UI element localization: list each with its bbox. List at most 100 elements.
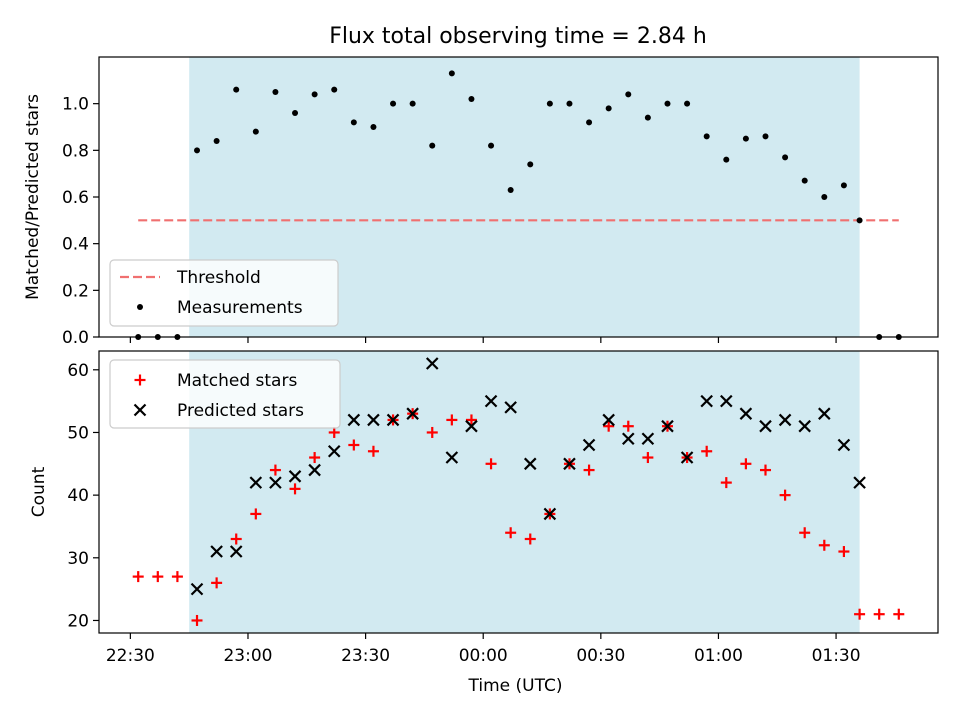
predicted-star-point bbox=[818, 407, 831, 420]
top-y-axis-label: Matched/Predicted stars bbox=[23, 94, 43, 300]
x-marker-b bbox=[308, 463, 321, 477]
measurement-point bbox=[331, 86, 338, 93]
x-marker-b bbox=[327, 444, 341, 458]
y-tick-label: 0.4 bbox=[62, 235, 89, 255]
matched-star-point bbox=[720, 477, 732, 489]
x-marker-b bbox=[798, 419, 811, 433]
x-tick-label: 00:30 bbox=[576, 646, 625, 666]
matched-star-point bbox=[873, 608, 885, 620]
predicted-star-point bbox=[621, 432, 635, 446]
predicted-star-point bbox=[229, 545, 243, 558]
x-marker-b bbox=[582, 438, 596, 452]
x-marker-b bbox=[853, 476, 866, 489]
matched-star-point bbox=[426, 426, 438, 438]
bottom-axes-frame bbox=[98, 350, 939, 634]
predicted-star-point bbox=[778, 413, 792, 427]
legend-predicted-label: Predicted stars bbox=[177, 401, 304, 421]
y-tick-label: 0.0 bbox=[62, 328, 89, 348]
predicted-star-point bbox=[210, 545, 223, 558]
x-marker-b bbox=[210, 545, 223, 558]
matched-star-point bbox=[230, 533, 242, 545]
matched-star-point bbox=[465, 414, 477, 426]
predicted-star-point bbox=[641, 432, 655, 446]
predicted-star-point bbox=[853, 476, 866, 489]
matched-star-point bbox=[485, 458, 497, 470]
predicted-star-point bbox=[504, 401, 517, 414]
measurement-point bbox=[644, 114, 651, 121]
predicted-star-point bbox=[837, 438, 851, 452]
predicted-star-point bbox=[425, 357, 439, 370]
measurement-point bbox=[586, 119, 593, 126]
bottom-y-ticks: 20 30 40 50 60 bbox=[67, 361, 99, 631]
measurement-point bbox=[801, 177, 808, 184]
matched-star-point bbox=[642, 452, 654, 464]
matched-star-point bbox=[446, 414, 458, 426]
measurement-point bbox=[350, 119, 357, 126]
measurement-point bbox=[507, 187, 514, 193]
x-tick-label: 23:00 bbox=[223, 646, 272, 666]
measurement-point bbox=[566, 100, 573, 107]
matched-star-point bbox=[893, 608, 905, 620]
x-marker-b bbox=[543, 507, 557, 521]
matched-star-point bbox=[622, 420, 634, 432]
x-marker-b bbox=[288, 470, 302, 483]
bottom-legend: Matched stars Predicted stars bbox=[109, 359, 341, 429]
measurement-point bbox=[233, 86, 240, 93]
predicted-star-point bbox=[445, 451, 459, 464]
matched-star-point bbox=[799, 527, 811, 539]
matched-star-point bbox=[250, 508, 262, 520]
measurement-point bbox=[272, 89, 279, 95]
measurement-point bbox=[742, 135, 749, 142]
predicted-star-point bbox=[680, 451, 694, 464]
matched-star-point bbox=[211, 577, 223, 589]
matched-star-point bbox=[759, 464, 771, 476]
predicted-star-point bbox=[543, 507, 557, 521]
legend-measurement-swatch bbox=[137, 304, 143, 310]
measurement-point bbox=[782, 154, 789, 161]
top-legend: Threshold Measurements bbox=[109, 259, 339, 327]
x-marker-b bbox=[818, 407, 831, 420]
legend-x-b bbox=[133, 403, 147, 417]
measurement-point bbox=[252, 128, 259, 135]
matched-star-point bbox=[309, 452, 321, 464]
y-tick-label: 30 bbox=[67, 549, 89, 569]
matched-star-point bbox=[328, 426, 340, 438]
top-panel: 0.0 0.2 0.4 0.6 0.8 1.0 Matched/Predicted sta… bbox=[23, 56, 939, 348]
count-points bbox=[132, 357, 905, 626]
x-marker-b bbox=[425, 357, 439, 370]
matched-star-point bbox=[838, 546, 850, 558]
matched-star-point bbox=[818, 539, 830, 551]
measurement-point bbox=[664, 100, 671, 107]
y-tick-label: 0.6 bbox=[62, 188, 89, 208]
matched-star-point bbox=[269, 464, 281, 476]
x-marker-b bbox=[700, 394, 713, 408]
bottom-panel: 20 30 40 50 60 22:30 23:00 23:30 00:00 00:30 01:0… bbox=[29, 350, 939, 696]
x-marker-b bbox=[680, 451, 694, 464]
matched-star-point bbox=[289, 483, 301, 495]
predicted-star-point bbox=[190, 582, 204, 596]
measurement-point bbox=[429, 142, 436, 149]
x-marker-b bbox=[386, 413, 400, 427]
bottom-x-ticks: 22:30 23:00 23:30 00:00 00:30 01:00 01:30 bbox=[106, 633, 861, 666]
measurement-point bbox=[703, 133, 710, 140]
matched-star-point bbox=[583, 464, 595, 476]
x-tick-label: 01:30 bbox=[812, 646, 861, 666]
x-marker-b bbox=[190, 582, 204, 596]
x-marker-b bbox=[367, 413, 380, 427]
y-tick-label: 60 bbox=[67, 361, 89, 381]
chart-title: Flux total observing time = 2.84 h bbox=[329, 24, 707, 49]
measurement-point bbox=[409, 100, 416, 107]
x-axis-label: Time (UTC) bbox=[468, 676, 563, 696]
matched-star-point bbox=[740, 458, 752, 470]
matched-star-point bbox=[701, 445, 713, 457]
matched-star-point bbox=[191, 614, 203, 626]
predicted-star-point bbox=[308, 463, 321, 477]
measurement-point bbox=[605, 105, 612, 112]
x-marker-b bbox=[229, 545, 243, 558]
x-marker-b bbox=[249, 476, 263, 489]
measurement-point bbox=[723, 156, 730, 163]
top-y-ticks: 0.0 0.2 0.4 0.6 0.8 1.0 bbox=[62, 95, 99, 348]
measurement-point bbox=[821, 194, 828, 200]
matched-star-point bbox=[171, 571, 183, 583]
predicted-star-point bbox=[249, 476, 263, 489]
